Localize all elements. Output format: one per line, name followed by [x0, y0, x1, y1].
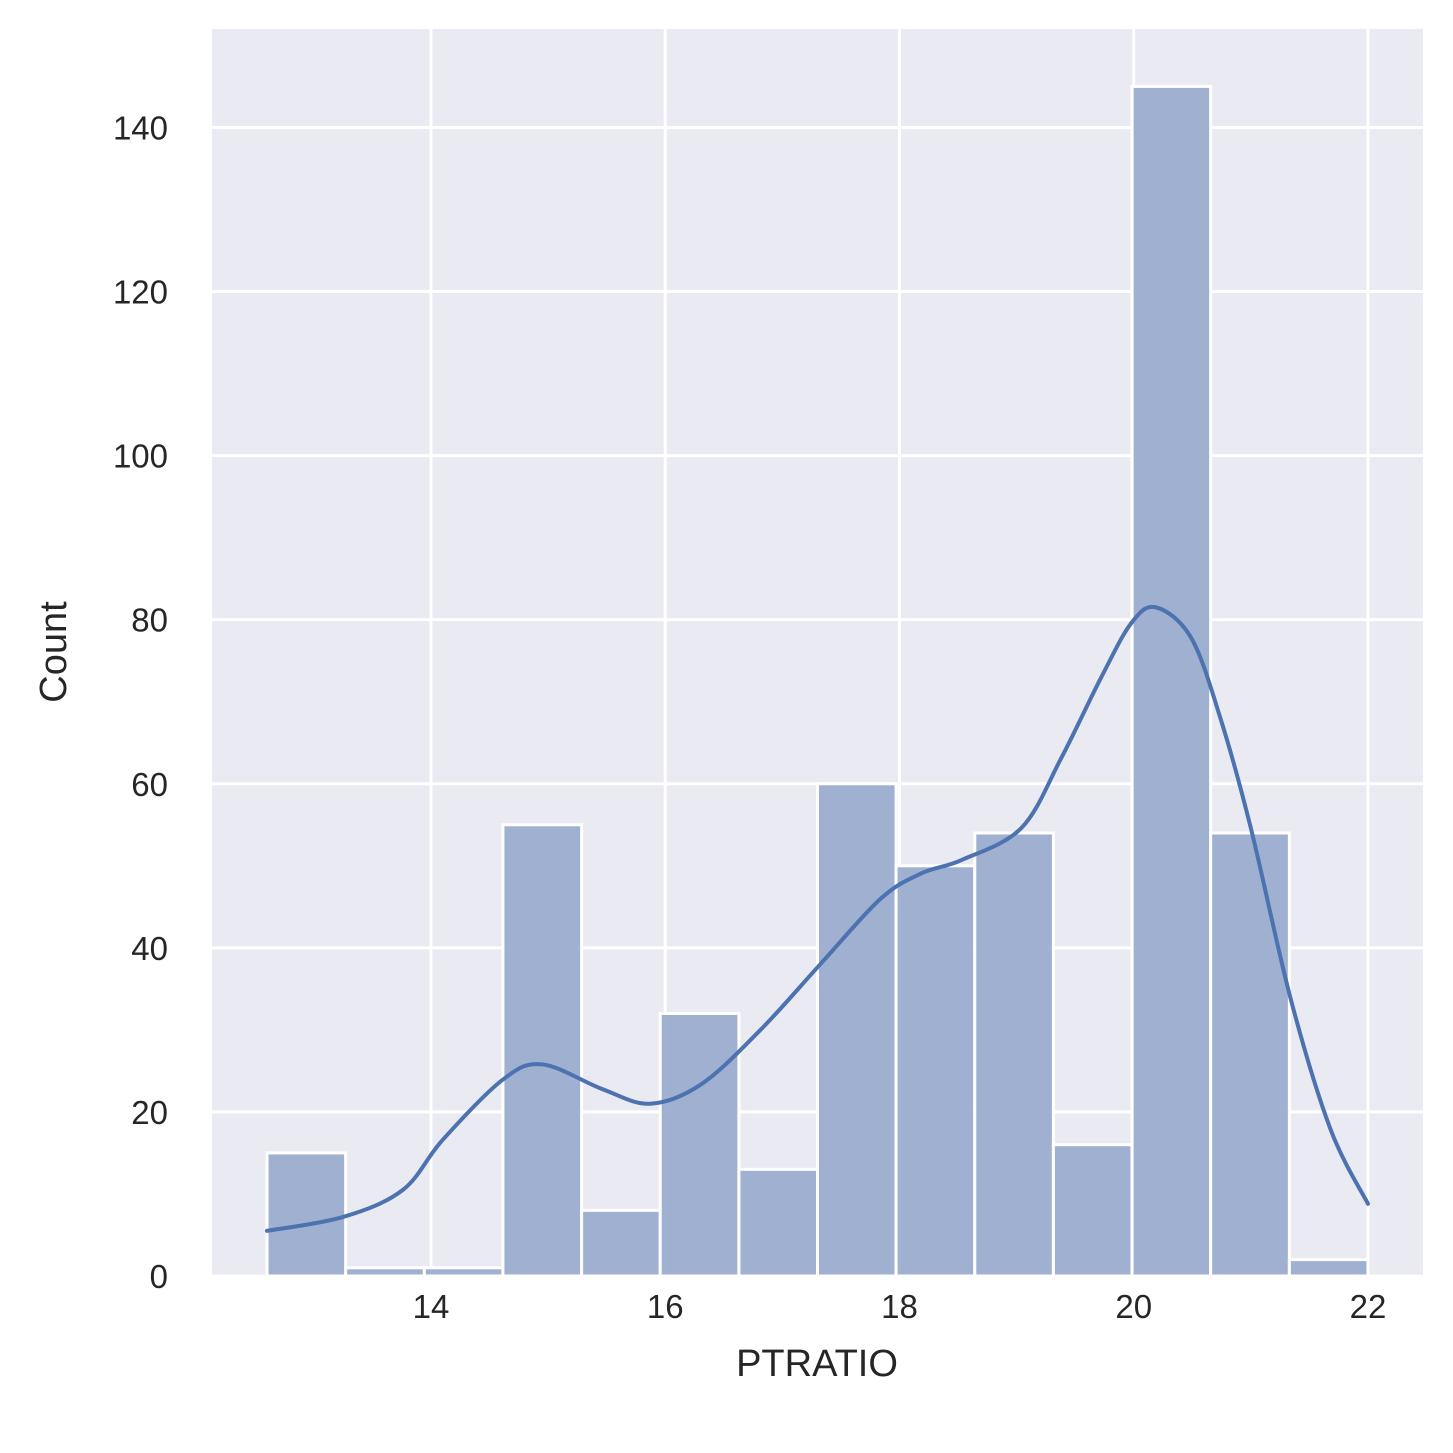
y-axis-ticks: 0 20 40 60 80 100 120 140	[113, 109, 168, 1295]
histogram-bar	[816, 782, 898, 1278]
histogram-bar	[344, 1266, 426, 1278]
x-axis-ticks: 14 16 18 20 22	[413, 1288, 1387, 1325]
histogram-bar	[580, 1208, 662, 1278]
x-tick-label: 22	[1350, 1288, 1387, 1325]
x-tick-label: 18	[881, 1288, 918, 1325]
histogram-bar	[894, 864, 977, 1278]
y-tick-label: 20	[131, 1094, 168, 1131]
histogram-bar	[1051, 1143, 1134, 1278]
x-tick-label: 20	[1115, 1288, 1152, 1325]
histogram-bar	[737, 1167, 819, 1278]
histogram-bar	[1130, 84, 1213, 1278]
histogram-bar	[265, 1151, 348, 1278]
histogram-bar	[658, 1011, 741, 1278]
x-tick-label: 14	[413, 1288, 450, 1325]
y-axis-label: Count	[33, 601, 75, 703]
y-tick-label: 60	[131, 766, 168, 803]
grid-lines	[212, 29, 1423, 1278]
kde-curve	[265, 604, 1370, 1233]
histogram-bar	[501, 823, 584, 1278]
y-tick-label: 80	[131, 602, 168, 639]
x-tick-label: 16	[647, 1288, 684, 1325]
histogram-bar	[422, 1266, 505, 1278]
y-tick-label: 140	[113, 109, 168, 146]
y-tick-label: 0	[150, 1258, 168, 1295]
y-tick-label: 100	[113, 438, 168, 475]
x-axis-label: PTRATIO	[736, 1343, 898, 1385]
histogram-bar	[1287, 1258, 1370, 1278]
y-tick-label: 120	[113, 274, 168, 311]
histogram-bars	[265, 84, 1370, 1278]
y-tick-label: 40	[131, 930, 168, 967]
histogram-bar	[973, 831, 1055, 1278]
histogram-bar	[1209, 831, 1291, 1278]
